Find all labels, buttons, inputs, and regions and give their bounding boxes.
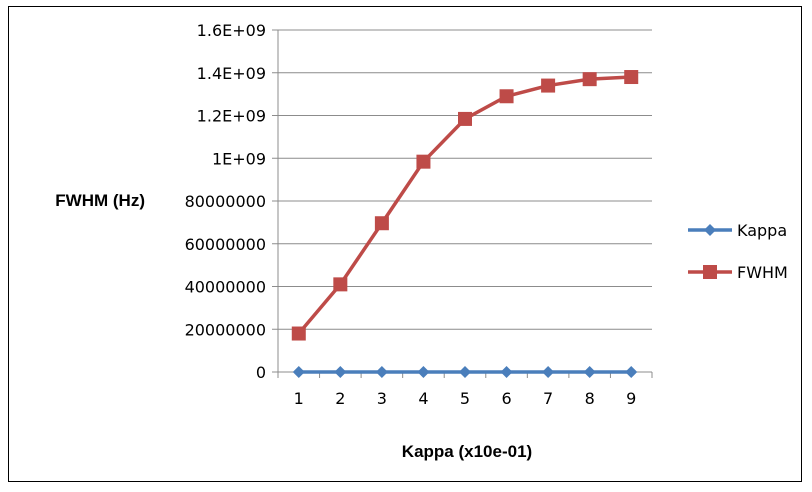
- x-tick-label: 1: [294, 389, 304, 408]
- legend-label-fwhm: FWHM: [737, 263, 788, 282]
- y-tick-label: 0: [256, 363, 266, 382]
- data-point-fwhm: [624, 70, 639, 85]
- data-point-kappa: [542, 366, 555, 378]
- x-axis-title: Kappa (x10e-01): [402, 442, 532, 461]
- data-point-fwhm: [416, 154, 431, 169]
- data-point-fwhm: [291, 326, 306, 341]
- legend-item-fwhm: FWHM: [688, 263, 788, 282]
- data-point-fwhm: [499, 89, 514, 104]
- data-point-kappa: [459, 366, 471, 378]
- x-tick-label: 7: [543, 389, 553, 408]
- legend-marker-fwhm: [703, 265, 717, 279]
- y-tick-label: 1.2E+09: [197, 107, 266, 126]
- x-tick-label: 8: [585, 389, 595, 408]
- series-kappa: [292, 366, 638, 378]
- x-tick-label: 5: [460, 389, 470, 408]
- y-tick-label: 80000000: [185, 192, 266, 211]
- data-point-fwhm: [333, 277, 348, 292]
- x-tick-label: 4: [418, 389, 428, 408]
- y-tick-label: 60000000: [185, 235, 266, 254]
- data-point-fwhm: [374, 216, 389, 231]
- x-tick-label: 6: [501, 389, 511, 408]
- x-tick-label: 3: [377, 389, 387, 408]
- x-tick-label: 2: [335, 389, 345, 408]
- legend-label-kappa: Kappa: [737, 221, 787, 240]
- data-point-kappa: [625, 366, 638, 378]
- data-point-fwhm: [458, 111, 472, 126]
- legend-item-kappa: Kappa: [688, 221, 787, 240]
- data-point-kappa: [292, 366, 305, 378]
- y-tick-label: 20000000: [185, 320, 266, 339]
- x-tick-label: 9: [626, 389, 636, 408]
- data-point-kappa: [500, 366, 513, 378]
- data-point-kappa: [334, 366, 347, 378]
- y-axis-title: FWHM (Hz): [55, 191, 145, 210]
- y-tick-label: 1.4E+09: [197, 64, 266, 83]
- data-point-kappa: [417, 366, 430, 378]
- y-tick-label: 40000000: [185, 278, 266, 297]
- data-point-kappa: [375, 366, 388, 378]
- data-point-fwhm: [582, 72, 597, 87]
- y-tick-label: 1.6E+09: [197, 21, 266, 40]
- y-tick-label: 1E+09: [212, 149, 266, 168]
- y-tick-labels: 0 20000000 40000000 60000000 80000000 1E+09 1.…: [185, 21, 266, 382]
- legend: Kappa FWHM: [688, 221, 788, 282]
- data-point-kappa: [583, 366, 596, 378]
- series-layer: [291, 70, 639, 378]
- series-fwhm: [291, 70, 639, 341]
- x-tick-labels: 1 2 3 4 5 6 7 8 9: [294, 389, 637, 408]
- legend-marker-kappa: [704, 224, 716, 236]
- data-point-fwhm: [541, 78, 556, 93]
